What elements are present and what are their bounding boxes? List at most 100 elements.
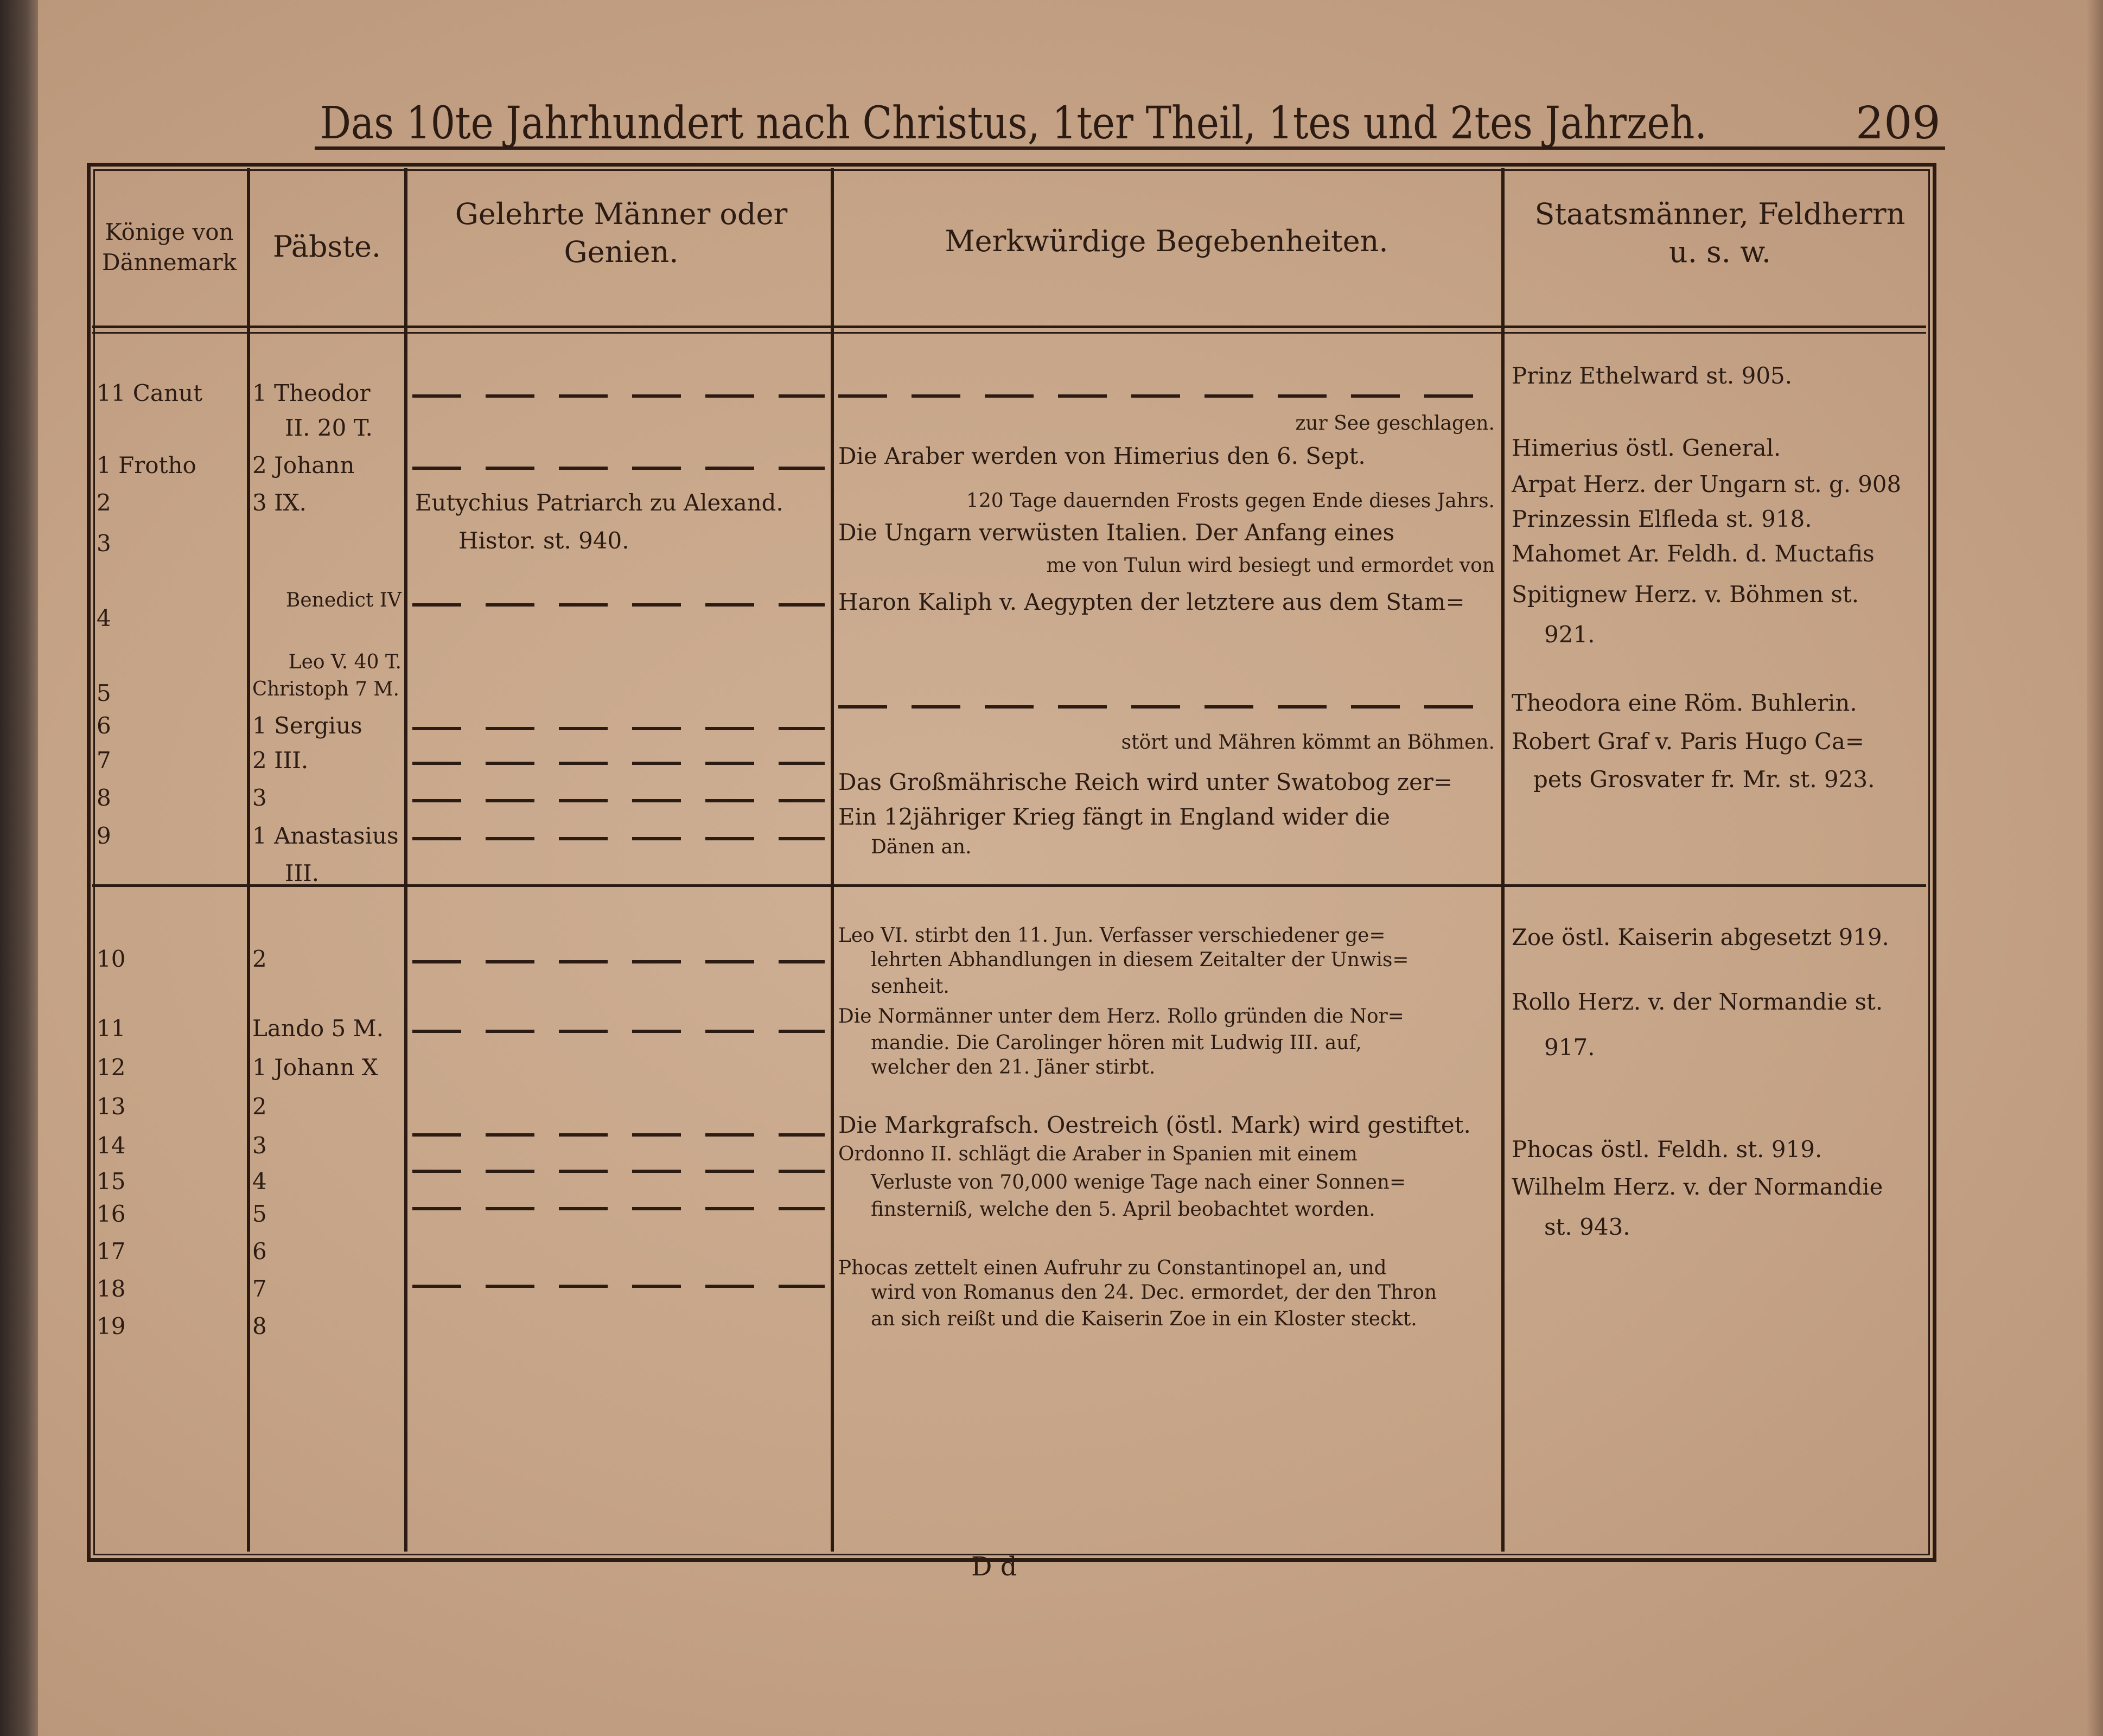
table-frame [87, 163, 1936, 1562]
event-line: me von Tulun wird besiegt und ermordet v… [1046, 554, 1495, 577]
pope-entry: 8 [252, 1313, 267, 1340]
pope-entry: Christoph 7 M. [252, 678, 399, 700]
column-divider [831, 168, 834, 1552]
king-entry: 16 [97, 1200, 126, 1227]
statesman-entry: Wilhelm Herz. v. der Normandie [1512, 1173, 1883, 1201]
page-edge [2087, 0, 2103, 1736]
pope-entry: 4 [252, 1168, 267, 1195]
event-line: Leo VI. stirbt den 11. Jun. Verfasser ve… [838, 924, 1386, 947]
king-entry: 7 [97, 747, 111, 774]
event-line: an sich reißt und die Kaiserin Zoe in ei… [871, 1308, 1417, 1331]
pope-entry: 1 Anastasius [252, 822, 399, 849]
signature-mark: D d [971, 1552, 1017, 1582]
event-line: zur See geschlagen. [1295, 412, 1495, 435]
event-line: welcher den 21. Jäner stirbt. [871, 1056, 1156, 1078]
statesman-entry: Prinzessin Elfleda st. 918. [1512, 506, 1812, 533]
event-line: wird von Romanus den 24. Dec. ermordet, … [871, 1281, 1437, 1304]
dash-filler [838, 705, 1495, 709]
dash-filler [412, 467, 825, 470]
dash-filler [412, 1207, 825, 1210]
scholar-entry: Histor. st. 940. [458, 527, 629, 554]
statesman-entry: Rollo Herz. v. der Normandie st. [1512, 988, 1883, 1016]
king-entry: 11 Canut [97, 379, 202, 406]
header-rule [92, 332, 1926, 334]
title-rule [315, 146, 1945, 150]
statesman-entry: pets Grosvater fr. Mr. st. 923. [1533, 765, 1875, 793]
pope-entry: 2 III. [252, 747, 309, 774]
event-line: Das Großmährische Reich wird unter Swato… [838, 768, 1452, 795]
king-entry: 4 [97, 605, 111, 632]
king-entry: 15 [97, 1168, 126, 1195]
dash-filler [412, 799, 825, 803]
dash-filler [412, 1285, 825, 1288]
dash-filler [412, 603, 825, 607]
king-entry: 19 [97, 1313, 126, 1340]
king-entry: 10 [97, 945, 126, 972]
statesman-entry: Zoe östl. Kaiserin abgesetzt 919. [1512, 924, 1889, 951]
statesman-entry: Phocas östl. Feldh. st. 919. [1512, 1135, 1822, 1163]
pope-entry: Benedict IV [285, 589, 402, 612]
dash-filler [412, 1030, 825, 1033]
event-line: Verluste von 70,000 wenige Tage nach ein… [871, 1171, 1406, 1194]
king-entry: 13 [97, 1093, 126, 1120]
king-entry: 6 [97, 712, 111, 739]
statesman-entry: Prinz Ethelward st. 905. [1512, 362, 1793, 389]
statesman-entry: Mahomet Ar. Feldh. d. Muctafis [1512, 540, 1875, 567]
pope-entry: 2 [252, 1093, 267, 1120]
king-entry: 3 [97, 529, 111, 557]
dash-filler [412, 1133, 825, 1137]
statesman-entry: Theodora eine Röm. Buhlerin. [1512, 689, 1857, 716]
pope-entry: 1 Johann X [252, 1054, 378, 1081]
dash-filler [838, 394, 1495, 398]
king-entry: 5 [97, 680, 111, 707]
pope-entry: III. [285, 859, 320, 886]
column-divider [247, 168, 250, 1552]
header-statesmen: Staatsmänner, Feldherrn u. s. w. [1534, 197, 1906, 269]
pope-entry: Lando 5 M. [252, 1015, 384, 1042]
pope-entry: 6 [252, 1237, 267, 1265]
header-kings: Könige von Dännemark [101, 219, 237, 276]
header-popes: Päbste. [272, 229, 381, 264]
event-line: Die Ungarn verwüsten Italien. Der Anfang… [838, 519, 1395, 546]
event-line: Ordonno II. schlägt die Araber in Spanie… [838, 1143, 1358, 1166]
dash-filler [412, 762, 825, 765]
event-line: Die Araber werden von Himerius den 6. Se… [838, 442, 1366, 469]
event-line: finsterniß, welche den 5. April beobacht… [871, 1198, 1375, 1221]
statesman-entry: 921. [1544, 621, 1595, 648]
statesman-entry: 917. [1544, 1034, 1595, 1061]
book-binding [0, 0, 38, 1736]
event-line: Die Markgrafsch. Oestreich (östl. Mark) … [838, 1112, 1471, 1139]
column-divider [1501, 168, 1505, 1552]
scholar-entry: Eutychius Patriarch zu Alexand. [415, 489, 783, 516]
event-line: lehrten Abhandlungen in diesem Zeitalter… [871, 948, 1409, 971]
king-entry: 1 Frotho [97, 452, 196, 479]
statesman-entry: Himerius östl. General. [1512, 435, 1781, 462]
event-line: 120 Tage dauernden Frosts gegen Ende die… [966, 490, 1495, 513]
dash-filler [412, 726, 825, 730]
king-entry: 17 [97, 1237, 126, 1265]
event-line: stört und Mähren kömmt an Böhmen. [1121, 731, 1495, 754]
pope-entry: 5 [252, 1200, 267, 1227]
king-entry: 18 [97, 1275, 126, 1303]
statesman-entry: st. 943. [1544, 1214, 1630, 1241]
pope-entry: 1 Sergius [252, 712, 362, 739]
pope-entry: 3 IX. [252, 489, 307, 516]
pope-entry: 3 [252, 1132, 267, 1159]
page-number: 209 [1856, 98, 1941, 149]
pope-entry: 3 [252, 784, 267, 812]
pope-entry: II. 20 T. [285, 414, 373, 442]
pope-entry: Leo V. 40 T. [288, 651, 402, 674]
page-title: Das 10te Jahrhundert nach Christus, 1ter… [320, 98, 1707, 149]
header-scholars: Gelehrte Männer oder Genien. [455, 197, 788, 269]
event-line: Haron Kaliph v. Aegypten der letztere au… [838, 589, 1465, 616]
event-line: senheit. [871, 975, 949, 998]
king-entry: 14 [97, 1132, 126, 1159]
king-entry: 9 [97, 822, 111, 849]
dash-filler [412, 1169, 825, 1173]
event-line: mandie. Die Carolinger hören mit Ludwig … [871, 1032, 1362, 1055]
king-entry: 2 [97, 489, 111, 516]
header-events: Merkwürdige Begebenheiten. [945, 224, 1388, 258]
dash-filler [412, 960, 825, 963]
pope-entry: 7 [252, 1275, 267, 1303]
pope-entry: 1 Theodor [252, 379, 371, 406]
